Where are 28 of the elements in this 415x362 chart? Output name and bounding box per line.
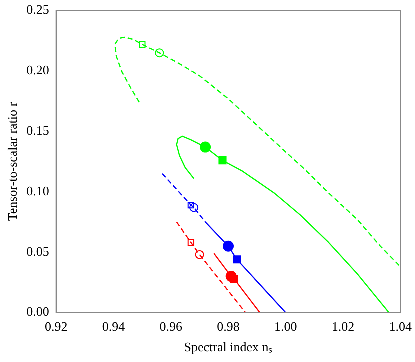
line-series (114, 36, 401, 268)
y-tick-label: 0.10 (26, 183, 50, 198)
x-axis-title: Spectral index nₛ (184, 340, 273, 355)
point (218, 156, 227, 165)
y-tick-label: 0.00 (26, 304, 50, 320)
point (188, 239, 195, 246)
point (188, 202, 195, 209)
x-tick-label: 0.94 (102, 319, 126, 334)
point (139, 41, 146, 48)
x-tick-label: 1.00 (274, 319, 298, 334)
point (190, 203, 199, 212)
x-tick-label: 0.92 (44, 319, 68, 334)
point (230, 274, 238, 284)
x-tick-label: 0.96 (160, 319, 183, 334)
point (200, 142, 212, 153)
x-tick-label: 0.98 (217, 319, 240, 334)
y-tick-label: 0.15 (26, 123, 50, 138)
point (222, 240, 234, 252)
y-tick-label: 0.25 (26, 2, 50, 18)
y-tick-label: 0.05 (26, 244, 50, 259)
y-tick-label: 0.20 (26, 62, 50, 78)
y-axis-title: Tensor-to-scalar ratio r (5, 102, 20, 222)
x-tick-label: 1.02 (332, 319, 355, 334)
point (195, 250, 204, 260)
line-series (176, 222, 246, 313)
point (155, 48, 164, 58)
point (233, 256, 242, 264)
x-tick-label: 1.04 (389, 319, 412, 334)
